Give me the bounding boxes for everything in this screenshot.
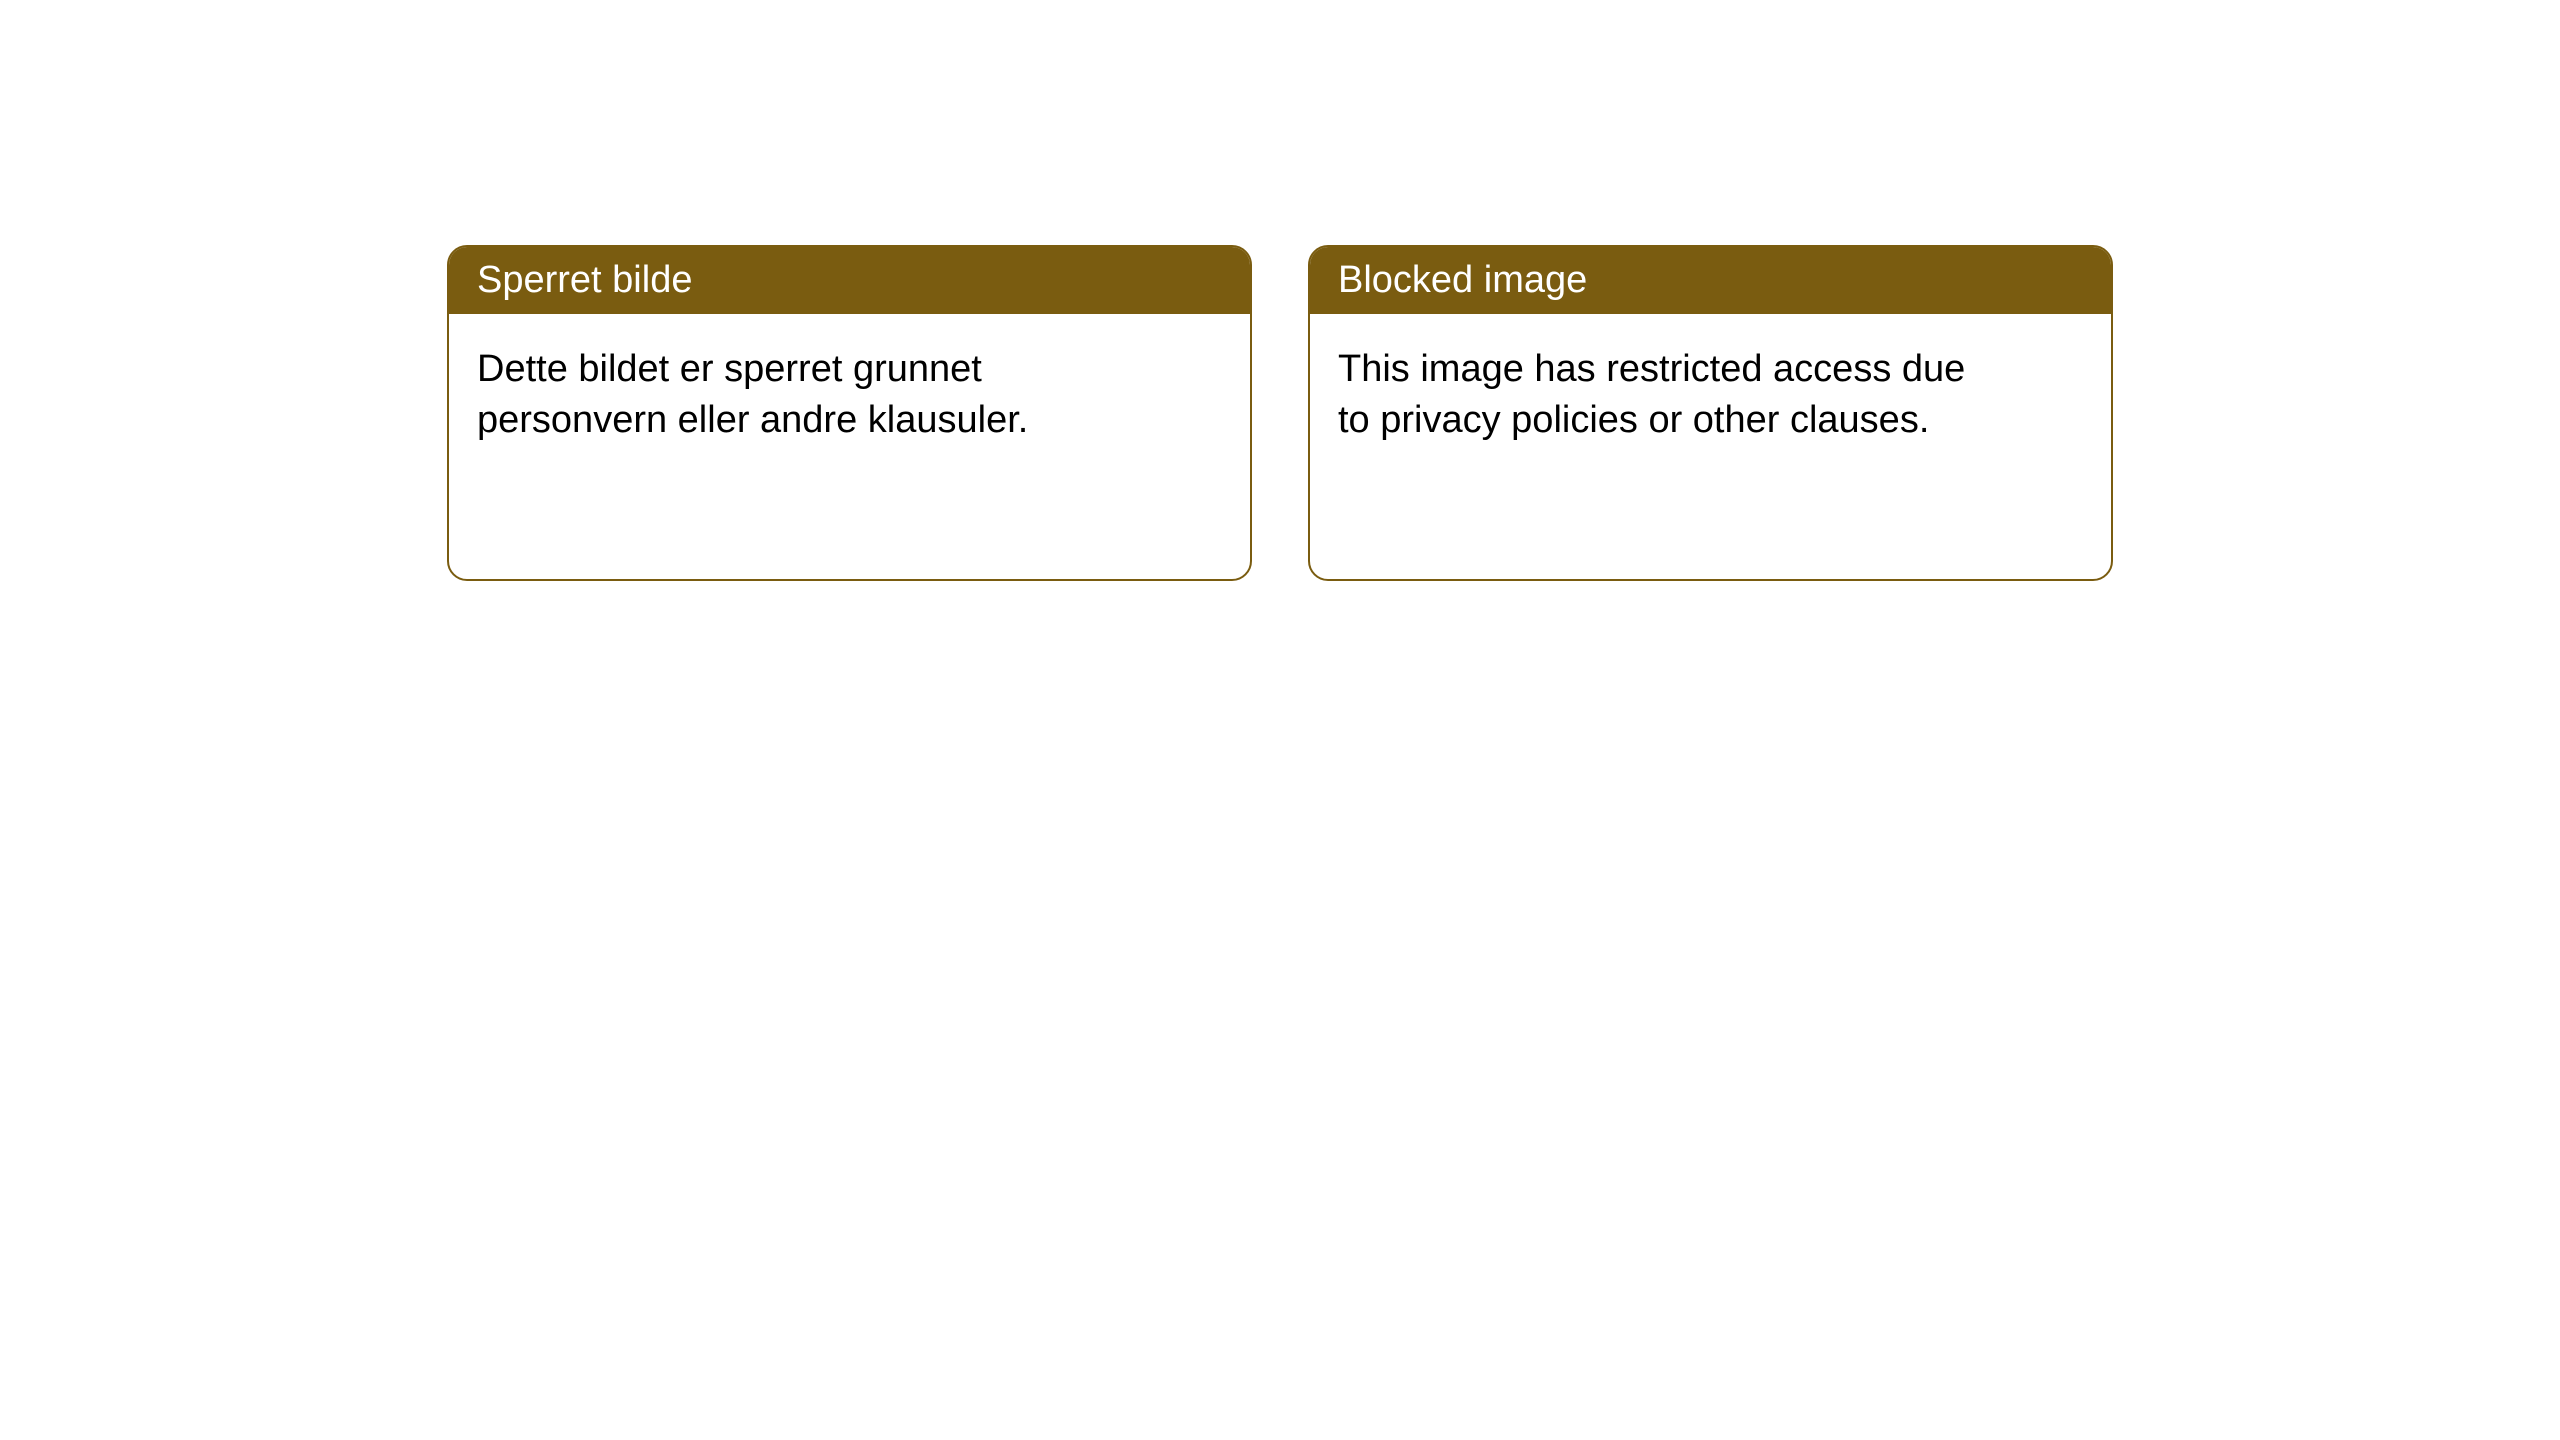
notice-card-english: Blocked image This image has restricted … (1308, 245, 2113, 581)
card-body: Dette bildet er sperret grunnet personve… (449, 314, 1169, 477)
card-title: Sperret bilde (477, 259, 692, 301)
notice-card-norwegian: Sperret bilde Dette bildet er sperret gr… (447, 245, 1252, 581)
card-body: This image has restricted access due to … (1310, 314, 2030, 477)
card-body-text: This image has restricted access due to … (1338, 348, 1965, 441)
card-header: Blocked image (1310, 247, 2111, 314)
notice-cards-container: Sperret bilde Dette bildet er sperret gr… (447, 245, 2113, 1440)
card-body-text: Dette bildet er sperret grunnet personve… (477, 348, 1028, 441)
card-title: Blocked image (1338, 259, 1587, 301)
card-header: Sperret bilde (449, 247, 1250, 314)
